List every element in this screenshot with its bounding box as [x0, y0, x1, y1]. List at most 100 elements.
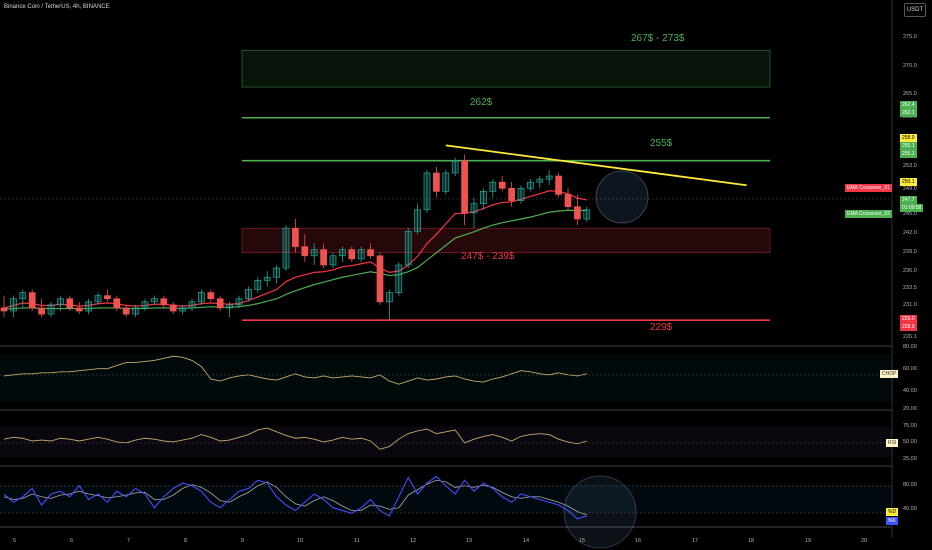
candle-body — [10, 298, 17, 312]
candle-body — [28, 292, 36, 309]
chop-tag: CHOP — [880, 370, 899, 378]
ema-slow-tag: EMA Crossover_02 — [845, 210, 893, 218]
chop-axis-tick: 60.00 — [903, 366, 917, 372]
candle-body — [160, 298, 168, 306]
stoch-d-tag: %K — [886, 517, 898, 525]
date-axis-tick: 11 — [354, 538, 360, 544]
trendline — [445, 144, 747, 187]
candle-body — [188, 301, 196, 309]
date-axis-tick: 5 — [13, 538, 17, 544]
date-axis-tick: 12 — [410, 538, 417, 544]
price-axis-tick: 231.0 — [903, 302, 917, 308]
date-axis-tick: 20 — [861, 538, 868, 544]
price-axis-tick: 253.0 — [903, 163, 917, 169]
price-tag: 262.1 — [900, 109, 917, 117]
rsi-axis-tick: 75.00 — [903, 423, 917, 429]
candle-body — [555, 175, 562, 195]
chop-axis-tick: 80.00 — [903, 344, 917, 350]
price-axis-tick: 249.0 — [903, 186, 917, 192]
candle-body — [85, 301, 92, 312]
candle-body — [442, 172, 450, 192]
candle-body — [0, 307, 8, 312]
symbol-title: Binance Coin / TetherUS, 4h, BINANCE — [4, 4, 110, 10]
price-tag: 255.1 — [900, 150, 917, 158]
rsi-tag: RSI — [886, 439, 899, 447]
price-axis-tick: 265.0 — [903, 91, 917, 97]
candle-body — [536, 178, 544, 183]
candle-body — [386, 292, 393, 303]
candle-body — [254, 279, 262, 290]
candle-body — [310, 249, 318, 257]
candle-body — [414, 209, 421, 232]
candle-body — [47, 304, 55, 315]
candle-body — [527, 181, 534, 189]
candle-body — [104, 295, 111, 300]
currency-button[interactable]: USDT — [904, 3, 926, 17]
chop-axis-tick: 40.00 — [903, 388, 917, 394]
price-axis-tick: 236.0 — [903, 268, 917, 274]
candle-body — [207, 292, 215, 300]
date-axis-tick: 17 — [692, 538, 699, 544]
candle-body — [169, 304, 177, 312]
candle-body — [235, 298, 243, 306]
candle-body — [245, 289, 252, 300]
candle-body — [38, 307, 45, 315]
price-countdown: 01:09:58 — [900, 204, 924, 212]
ema-slow-line — [3, 209, 587, 310]
rsi-axis-tick: 25.00 — [903, 456, 917, 462]
price-tag: 247.7 — [900, 196, 917, 204]
price-axis-tick: 245.0 — [903, 211, 917, 217]
candle-body — [348, 249, 356, 260]
chop-axis-tick: 20.00 — [903, 406, 917, 412]
chop-line — [3, 355, 587, 385]
price-axis-tick: 270.0 — [903, 63, 917, 69]
candle-body — [226, 304, 233, 309]
date-axis-tick: 6 — [70, 538, 74, 544]
candle-body — [564, 194, 572, 208]
price-tag: 250.1 — [900, 178, 917, 186]
candle-body — [583, 209, 591, 220]
candle-body — [498, 181, 506, 189]
candle-body — [451, 160, 459, 174]
candle-body — [19, 292, 27, 300]
candle-body — [574, 206, 581, 220]
candle-body — [461, 160, 468, 214]
candle-body — [151, 298, 158, 303]
stoch-axis-tick: 80.00 — [903, 482, 917, 488]
candle-body — [122, 307, 130, 315]
price-tag: 229.0 — [900, 315, 917, 323]
price-axis-tick: 233.5 — [903, 285, 917, 291]
zone-top-label: 267$ - 273$ — [631, 33, 685, 44]
date-axis-tick: 15 — [579, 538, 586, 544]
zone-bottom-label: 247$ - 239$ — [461, 251, 515, 262]
date-axis-tick: 8 — [184, 538, 188, 544]
candle-body — [292, 227, 299, 247]
candle-body — [367, 249, 374, 257]
candle-body — [423, 172, 431, 211]
price-axis-tick: 261.0 — [903, 114, 917, 120]
date-axis-tick: 9 — [241, 538, 245, 544]
date-axis-tick: 7 — [127, 538, 131, 544]
candle-body — [508, 187, 515, 201]
level-229-label: 229$ — [650, 322, 673, 333]
candle-body — [545, 175, 553, 180]
candle-body — [489, 181, 497, 192]
price-tag: 255.1 — [900, 142, 917, 150]
candle-body — [470, 203, 478, 214]
candle-body — [433, 172, 440, 192]
date-axis-tick: 13 — [466, 538, 473, 544]
price-tag: 228.9 — [900, 323, 917, 331]
candle-body — [94, 295, 102, 303]
candle-body — [376, 255, 384, 303]
candle-body — [339, 249, 346, 257]
date-axis-tick: 14 — [523, 538, 530, 544]
candle-body — [141, 301, 149, 309]
price-tag: 262.4 — [900, 101, 917, 109]
candle-body — [273, 267, 280, 278]
price-tag: 258.0 — [900, 134, 917, 142]
candle-body — [480, 191, 487, 204]
date-axis-tick: 19 — [805, 538, 812, 544]
resistance-zone — [241, 49, 771, 88]
rsi-axis-tick: 50.00 — [903, 439, 917, 445]
